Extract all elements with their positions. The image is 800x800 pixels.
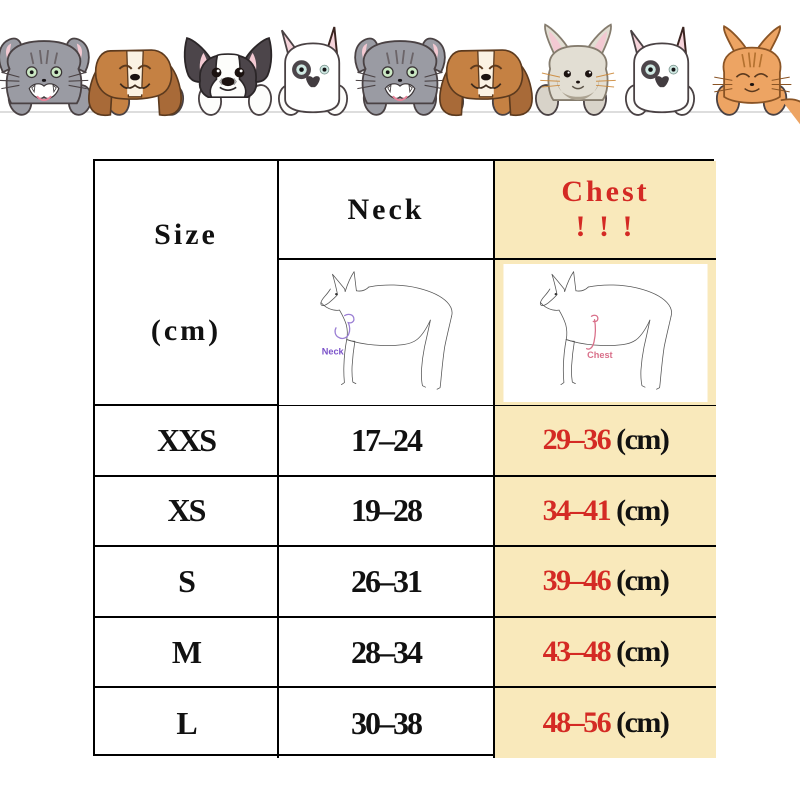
svg-text:Neck: Neck <box>322 346 345 356</box>
svg-text:Chest: Chest <box>587 349 612 359</box>
